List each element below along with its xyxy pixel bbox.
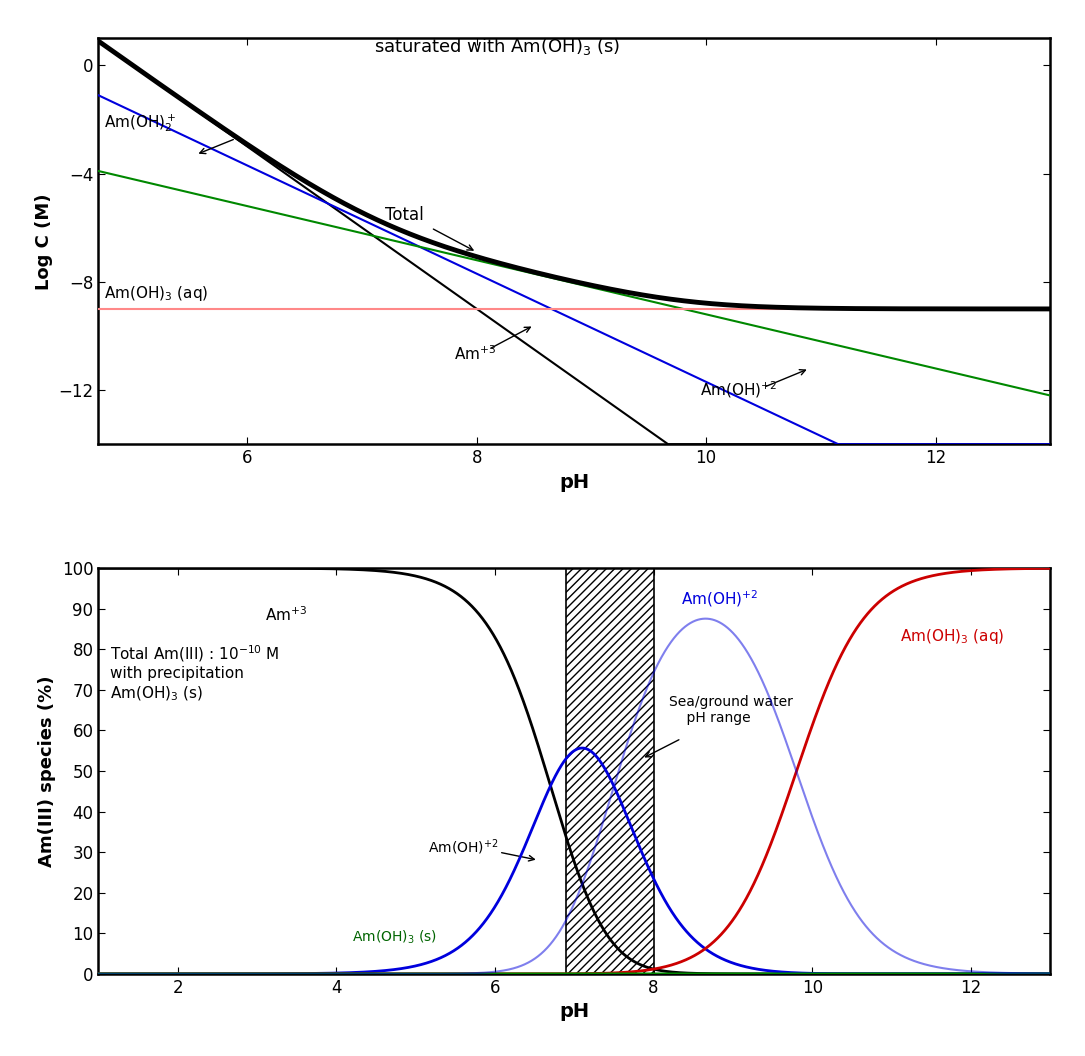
- Y-axis label: Am(III) species (%): Am(III) species (%): [38, 675, 56, 867]
- Text: Am(OH)$_3$ (aq): Am(OH)$_3$ (aq): [104, 284, 208, 303]
- Text: Am(OH)$^{+2}$: Am(OH)$^{+2}$: [701, 379, 778, 400]
- Text: Am(OH)$_2^+$: Am(OH)$_2^+$: [104, 112, 177, 134]
- Text: Am(OH)$_3$ (aq): Am(OH)$_3$ (aq): [899, 627, 1004, 646]
- Text: Am(OH)$^{+2}$: Am(OH)$^{+2}$: [427, 837, 498, 856]
- Text: Am(OH)$^{+2}$: Am(OH)$^{+2}$: [681, 588, 758, 609]
- X-axis label: pH: pH: [559, 473, 589, 492]
- Text: Sea/ground water
    pH range: Sea/ground water pH range: [669, 695, 793, 725]
- X-axis label: pH: pH: [559, 1002, 589, 1021]
- Text: Am$^{+3}$: Am$^{+3}$: [454, 344, 496, 363]
- Bar: [566, 568, 653, 974]
- Text: saturated with Am(OH)$_3$ (s): saturated with Am(OH)$_3$ (s): [373, 36, 620, 57]
- Text: Total: Total: [385, 206, 424, 224]
- Text: Am(OH)$_3$ (s): Am(OH)$_3$ (s): [353, 928, 437, 946]
- Text: Total Am(III) : 10$^{-10}$ M
with precipitation
Am(OH)$_3$ (s): Total Am(III) : 10$^{-10}$ M with precip…: [111, 643, 280, 702]
- Text: Am$^{+3}$: Am$^{+3}$: [265, 605, 307, 624]
- Y-axis label: Log C (M): Log C (M): [35, 193, 53, 289]
